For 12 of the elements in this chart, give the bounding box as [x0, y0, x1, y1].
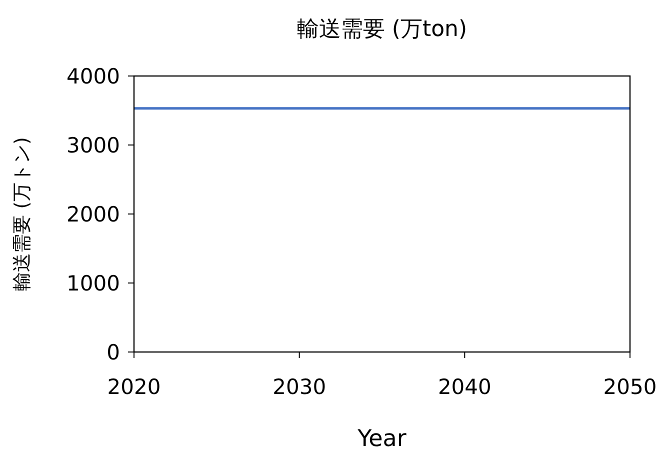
x-tick-label: 2040: [438, 375, 492, 399]
x-tick-label: 2050: [603, 375, 657, 399]
y-tick-label: 4000: [66, 64, 120, 88]
x-tick-label: 2030: [272, 375, 326, 399]
x-axis-title: Year: [356, 426, 407, 451]
x-tick-label: 2020: [107, 375, 161, 399]
y-tick-label: 1000: [66, 271, 120, 296]
y-axis-title: 輸送需要 (万トン): [11, 137, 33, 291]
chart-title: 輸送需要 (万ton): [296, 17, 468, 42]
y-tick-label: 3000: [66, 133, 120, 158]
y-tick-label: 0: [106, 340, 120, 364]
y-tick-label: 2000: [66, 202, 120, 226]
